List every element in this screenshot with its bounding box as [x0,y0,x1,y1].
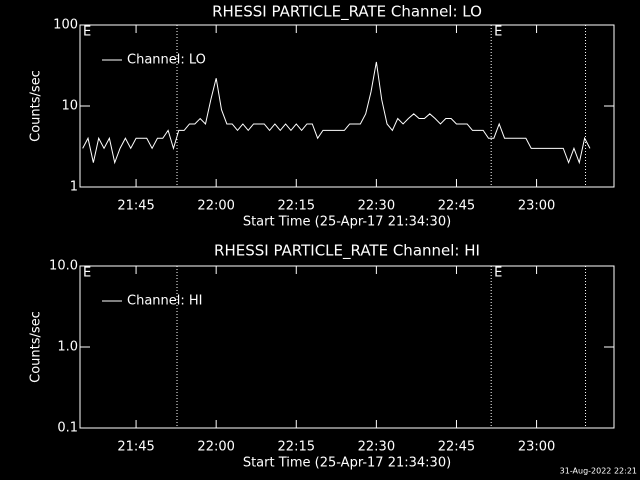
x-tick-label: 22:45 [438,440,475,455]
annotation: E [494,266,502,281]
x-tick-label: 23:00 [518,199,555,214]
chart-title: RHESSI PARTICLE_RATE Channel: LO [212,3,482,22]
x-axis-label: Start Time (25-Apr-17 21:34:30) [243,215,451,230]
x-axis-label: Start Time (25-Apr-17 21:34:30) [243,456,451,471]
y-axis-label: Counts/sec [29,311,44,383]
x-tick-label: 22:15 [278,199,315,214]
x-tick-label: 22:00 [197,440,234,455]
y-tick-label: 1.0 [57,340,78,355]
x-tick-label: 22:00 [197,199,234,214]
plot-frame [79,24,615,188]
x-tick-label: 23:00 [518,440,555,455]
x-tick-label: 21:45 [117,199,154,214]
chart-title: RHESSI PARTICLE_RATE Channel: HI [214,242,480,261]
x-tick-label: 22:15 [278,440,315,455]
y-axis-label: Counts/sec [29,70,44,142]
y-tick-label: 100 [53,18,78,33]
data-line [82,61,591,165]
y-tick-label: 0.1 [57,421,78,436]
annotation: E [494,25,502,40]
y-tick-label: 1 [70,180,78,195]
x-tick-label: 21:45 [117,440,154,455]
annotation: E [83,25,91,40]
y-tick-label: 10.0 [49,259,78,274]
x-tick-label: 22:30 [358,440,395,455]
y-tick-label: 10 [61,99,78,114]
legend-label: Channel: LO [127,53,206,68]
x-tick-label: 22:30 [358,199,395,214]
legend-label: Channel: HI [127,294,203,309]
annotation: E [83,266,91,281]
x-tick-label: 22:45 [438,199,475,214]
plot-frame [79,265,615,429]
footer: 31-Aug-2022 22:21 [560,467,637,476]
